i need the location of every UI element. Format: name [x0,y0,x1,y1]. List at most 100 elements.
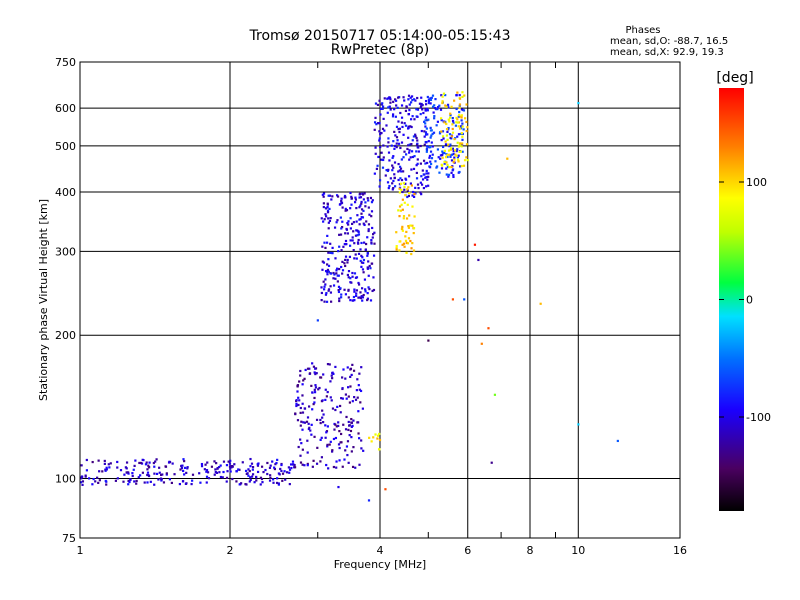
echo-point [349,239,352,242]
echo-point [406,242,410,245]
echo-point [452,174,455,177]
echo-point [415,144,419,147]
echo-point [349,227,352,230]
echo-point [332,271,335,275]
echo-point [398,205,402,208]
echo-point [462,128,465,131]
echo-point [451,168,455,171]
echo-point [446,103,450,106]
echo-point [415,150,418,153]
echo-point [367,223,371,226]
echo-point [352,299,355,302]
echo-point [320,217,323,220]
echo-point [458,144,461,147]
echo-point [423,120,426,123]
echo-point [299,369,302,373]
echo-point [408,151,411,154]
echo-point [327,467,330,470]
echo-point [363,223,366,227]
echo-point [335,466,338,469]
echo-point [327,217,330,220]
echo-point [449,114,452,117]
echo-point [408,149,411,152]
echo-point [373,242,376,245]
echo-point [413,118,416,121]
echo-point [367,229,370,233]
echo-point [329,285,332,288]
echo-point [153,465,156,468]
echo-point [424,140,427,144]
echo-point [244,469,248,473]
echo-point [460,116,463,119]
echo-point [334,365,337,369]
echo-point [312,459,315,462]
echo-point [344,393,347,396]
echo-point [324,269,328,273]
echo-point [451,127,454,131]
echo-point [387,141,390,144]
echo-point [350,197,353,200]
echo-point [247,474,250,477]
echo-point [379,107,383,110]
echo-point [298,399,301,402]
echo-point [395,245,398,248]
echo-point [426,95,429,99]
echo-point [427,140,430,143]
echo-point [127,472,130,475]
echo-point [366,297,369,300]
echo-point [412,190,415,194]
echo-point [248,480,251,483]
echo-point [246,472,249,475]
echo-point [424,119,427,122]
echo-point [441,135,445,138]
echo-point [342,245,345,248]
echo-point [392,100,395,103]
echo-point [424,162,427,165]
echo-point [221,476,224,479]
echo-point [425,169,428,173]
echo-point [395,104,398,107]
echo-point [225,480,228,483]
echo-point [308,426,311,429]
echo-point [326,202,329,205]
echo-point [461,150,464,153]
echo-point [361,268,365,271]
echo-point [335,272,338,275]
echo-point [85,469,89,472]
echo-point [245,483,248,486]
echo-point [406,147,409,151]
echo-point [416,139,419,142]
echo-point [322,261,326,264]
echo-point [410,95,414,98]
echo-point [326,425,329,428]
echo-point [218,465,221,469]
echo-point [324,398,327,402]
echo-point [325,207,328,210]
echo-point [350,421,353,424]
echo-point [293,466,297,469]
echo-point [407,112,410,116]
echo-point [393,161,397,164]
echo-point [145,461,148,464]
echo-point [445,134,449,137]
echo-point [315,372,318,375]
echo-point [338,404,342,408]
echo-point [362,293,365,297]
echo-point [358,437,361,440]
echo-point [404,124,408,127]
echo-point [141,458,144,461]
y-tick-label: 75 [62,532,76,545]
echo-point [361,299,364,302]
echo-point [441,130,445,133]
echo-point [81,480,85,483]
echo-point [367,199,370,202]
echo-point [394,99,398,102]
echo-point [367,228,370,231]
echo-point [134,459,137,462]
echo-point [320,286,323,289]
echo-point [273,467,276,471]
echo-point [440,119,443,122]
echo-point [451,131,455,134]
echo-point [107,463,110,466]
echo-point [377,122,380,125]
